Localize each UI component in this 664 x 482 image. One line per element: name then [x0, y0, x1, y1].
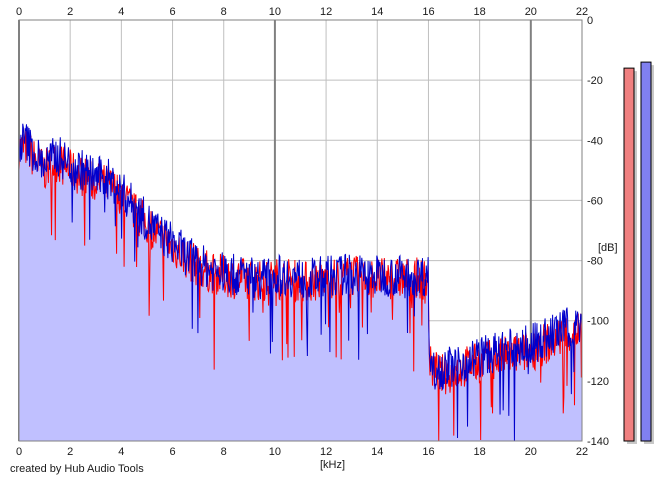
x-tick-label: 14 [371, 446, 383, 458]
x-tick-label: 16 [422, 6, 434, 18]
level-meters [623, 61, 654, 444]
x-tick-label: 0 [16, 446, 22, 458]
x-tick-label: 2 [67, 446, 73, 458]
x-tick-label: 10 [269, 446, 281, 458]
credit-text: created by Hub Audio Tools [10, 463, 144, 475]
y-tick-label: -140 [587, 436, 609, 448]
series-line-l [18, 128, 583, 442]
x-tick-label: 20 [525, 6, 537, 18]
level-meter-left [623, 67, 635, 442]
y-tick-label: -120 [587, 376, 609, 388]
series-line-r [18, 123, 583, 442]
x-tick-labels-top: 0 2 4 6 8 10 12 14 16 18 20 22 [16, 6, 588, 18]
plot-frame [18, 19, 583, 442]
x-tick-labels-bottom: 0 2 4 6 8 10 12 14 16 18 20 22 [16, 446, 588, 458]
y-tick-label: -40 [587, 135, 603, 147]
x-tick-label: 22 [576, 446, 588, 458]
x-tick-label: 16 [422, 446, 434, 458]
y-axis-unit-label: [dB] [598, 242, 618, 254]
y-tick-labels: 0 -20 -40 -60 -80 -100 -120 -140 [587, 15, 609, 448]
y-tick-label: 0 [587, 15, 593, 27]
x-tick-label: 4 [118, 6, 124, 18]
x-axis-unit-label: [kHz] [320, 459, 345, 471]
x-tick-label: 12 [320, 446, 332, 458]
x-tick-label: 14 [371, 6, 383, 18]
y-tick-label: -100 [587, 316, 609, 328]
x-tick-label: 10 [269, 6, 281, 18]
plot-border [18, 19, 583, 442]
x-tick-label: 8 [221, 6, 227, 18]
y-tick-label: -20 [587, 75, 603, 87]
x-tick-label: 12 [320, 6, 332, 18]
x-tick-label: 22 [576, 6, 588, 18]
level-meter-right [640, 61, 652, 442]
x-tick-label: 18 [474, 446, 486, 458]
x-tick-label: 6 [169, 446, 175, 458]
x-tick-label: 4 [118, 446, 124, 458]
x-tick-label: 2 [67, 6, 73, 18]
y-tick-label: -60 [587, 195, 603, 207]
y-tick-label: -80 [587, 256, 603, 268]
x-tick-label: 0 [16, 6, 22, 18]
x-tick-label: 6 [169, 6, 175, 18]
x-tick-label: 18 [474, 6, 486, 18]
x-tick-label: 20 [525, 446, 537, 458]
x-tick-label: 8 [221, 446, 227, 458]
spectrum-lines [18, 123, 583, 442]
